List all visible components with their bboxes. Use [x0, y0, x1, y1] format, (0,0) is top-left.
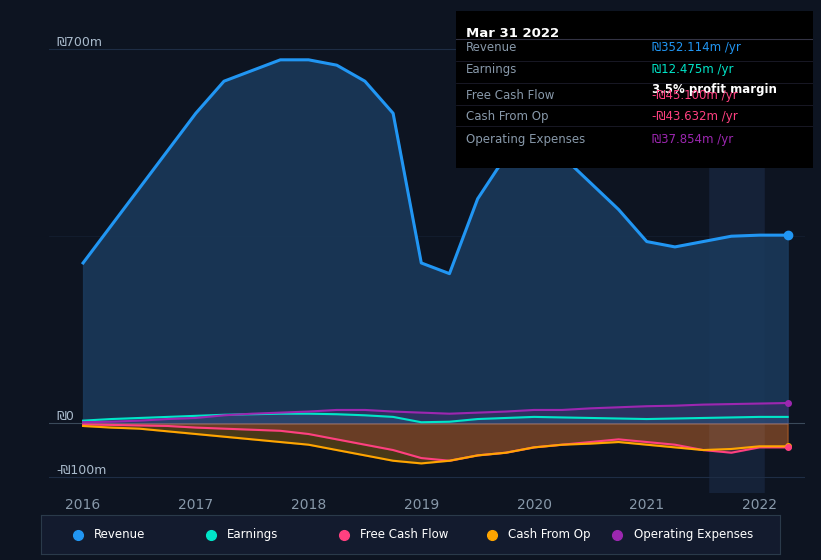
- Text: Revenue: Revenue: [94, 528, 145, 542]
- Text: Mar 31 2022: Mar 31 2022: [466, 27, 559, 40]
- Text: ₪12.475m /yr: ₪12.475m /yr: [652, 63, 734, 76]
- Text: ₪37.854m /yr: ₪37.854m /yr: [652, 133, 733, 146]
- Text: ₪352.114m /yr: ₪352.114m /yr: [652, 41, 741, 54]
- Text: Free Cash Flow: Free Cash Flow: [466, 90, 555, 102]
- Text: Operating Expenses: Operating Expenses: [466, 133, 585, 146]
- Text: 3.5% profit margin: 3.5% profit margin: [652, 83, 777, 96]
- Text: Earnings: Earnings: [466, 63, 518, 76]
- Text: Cash From Op: Cash From Op: [466, 110, 549, 123]
- Text: ₪0: ₪0: [57, 410, 75, 423]
- Text: Cash From Op: Cash From Op: [508, 528, 590, 542]
- Text: Earnings: Earnings: [227, 528, 278, 542]
- Text: Operating Expenses: Operating Expenses: [634, 528, 753, 542]
- Text: ₪700m: ₪700m: [57, 36, 103, 49]
- Text: -₪43.632m /yr: -₪43.632m /yr: [652, 110, 738, 123]
- Text: Revenue: Revenue: [466, 41, 518, 54]
- Text: -₪45.100m /yr: -₪45.100m /yr: [652, 90, 738, 102]
- Text: -₪100m: -₪100m: [57, 464, 108, 477]
- Text: Free Cash Flow: Free Cash Flow: [360, 528, 448, 542]
